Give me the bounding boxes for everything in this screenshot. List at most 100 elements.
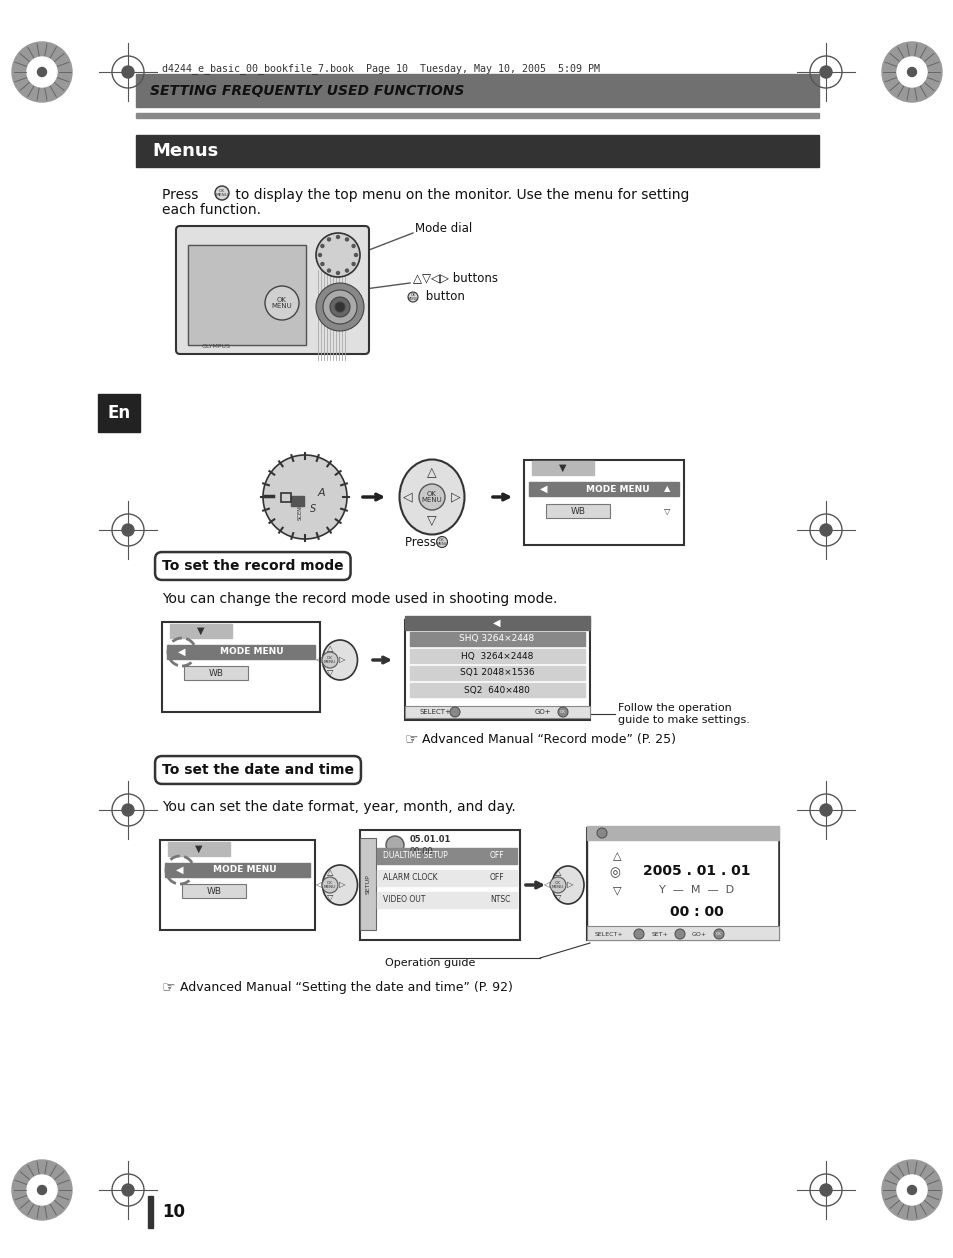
Text: Press: Press bbox=[162, 187, 203, 203]
Text: ◁: ◁ bbox=[314, 881, 321, 889]
Circle shape bbox=[820, 1184, 831, 1196]
Text: 00 : 00: 00 : 00 bbox=[669, 905, 723, 920]
Circle shape bbox=[675, 928, 684, 938]
Text: WB: WB bbox=[209, 668, 223, 678]
Text: d4244_e_basic_00_bookfile_7.book  Page 10  Tuesday, May 10, 2005  5:09 PM: d4244_e_basic_00_bookfile_7.book Page 10… bbox=[162, 64, 599, 74]
Text: OK
MENU: OK MENU bbox=[436, 537, 447, 546]
Circle shape bbox=[418, 484, 444, 509]
Text: OK
MENU: OK MENU bbox=[324, 655, 335, 664]
Text: Mode dial: Mode dial bbox=[415, 223, 472, 235]
Circle shape bbox=[320, 263, 324, 265]
Text: A: A bbox=[317, 488, 325, 498]
Text: VIDEO OUT: VIDEO OUT bbox=[382, 896, 425, 905]
Text: S: S bbox=[310, 504, 315, 515]
Circle shape bbox=[336, 235, 339, 239]
Text: ▼: ▼ bbox=[195, 844, 203, 854]
Bar bbox=[586, 828, 779, 940]
Text: To set the date and time: To set the date and time bbox=[162, 764, 354, 777]
Text: ▽: ▽ bbox=[663, 507, 670, 516]
Text: ▷: ▷ bbox=[338, 655, 345, 664]
Bar bbox=[586, 827, 779, 840]
Text: Advanced Manual “Record mode” (P. 25): Advanced Manual “Record mode” (P. 25) bbox=[421, 733, 676, 746]
Text: to display the top menu on the monitor. Use the menu for setting: to display the top menu on the monitor. … bbox=[231, 187, 689, 203]
Bar bbox=[586, 926, 779, 940]
Text: ▽: ▽ bbox=[327, 892, 333, 902]
Text: GO+: GO+ bbox=[535, 710, 551, 715]
Text: △: △ bbox=[554, 868, 560, 878]
Circle shape bbox=[122, 65, 133, 78]
Bar bbox=[148, 1196, 152, 1228]
Circle shape bbox=[634, 928, 643, 938]
Text: To set the record mode: To set the record mode bbox=[162, 559, 343, 572]
Bar bbox=[532, 460, 594, 476]
Text: GO+: GO+ bbox=[691, 931, 706, 936]
Text: Press: Press bbox=[405, 536, 439, 548]
Circle shape bbox=[327, 238, 330, 242]
Bar bbox=[184, 665, 248, 681]
Text: En: En bbox=[108, 404, 131, 421]
Text: ◁: ◁ bbox=[403, 491, 413, 503]
Circle shape bbox=[450, 707, 459, 717]
Circle shape bbox=[558, 707, 567, 717]
Text: 00:00: 00:00 bbox=[410, 847, 434, 855]
Circle shape bbox=[336, 272, 339, 274]
Circle shape bbox=[214, 186, 229, 200]
Circle shape bbox=[27, 1175, 57, 1205]
Circle shape bbox=[12, 42, 71, 102]
Text: MODE MENU: MODE MENU bbox=[585, 484, 649, 493]
Text: ☞: ☞ bbox=[162, 980, 175, 995]
Text: SCENE: SCENE bbox=[297, 502, 303, 520]
Bar bbox=[136, 74, 818, 107]
Circle shape bbox=[315, 283, 364, 331]
Circle shape bbox=[265, 286, 298, 320]
Circle shape bbox=[906, 1185, 916, 1195]
Circle shape bbox=[820, 65, 831, 78]
Circle shape bbox=[122, 525, 133, 536]
Text: 2005 . 01 . 01: 2005 . 01 . 01 bbox=[642, 864, 750, 878]
Text: Operation guide: Operation guide bbox=[384, 959, 475, 967]
Text: each function.: each function. bbox=[162, 203, 261, 216]
Circle shape bbox=[122, 1184, 133, 1196]
Text: ▷: ▷ bbox=[338, 881, 345, 889]
Text: OK
MENU: OK MENU bbox=[407, 293, 417, 302]
Circle shape bbox=[318, 254, 321, 257]
Text: Follow the operation: Follow the operation bbox=[618, 703, 731, 713]
Circle shape bbox=[12, 1160, 71, 1220]
Circle shape bbox=[345, 238, 348, 242]
FancyBboxPatch shape bbox=[175, 226, 369, 353]
Text: OK
MENU: OK MENU bbox=[272, 297, 292, 309]
Text: OFF: OFF bbox=[490, 852, 504, 860]
Text: SELECT+: SELECT+ bbox=[595, 931, 623, 936]
Bar bbox=[182, 884, 246, 898]
Circle shape bbox=[315, 233, 359, 277]
Circle shape bbox=[352, 244, 355, 248]
Text: button: button bbox=[421, 291, 464, 303]
Bar bbox=[410, 683, 584, 697]
Text: ▽: ▽ bbox=[427, 515, 436, 527]
Text: You can set the date format, year, month, and day.: You can set the date format, year, month… bbox=[162, 800, 516, 814]
Bar bbox=[281, 493, 291, 502]
Circle shape bbox=[335, 302, 345, 312]
Circle shape bbox=[27, 57, 57, 87]
Circle shape bbox=[906, 68, 916, 77]
Text: WB: WB bbox=[206, 887, 221, 896]
Circle shape bbox=[713, 928, 723, 938]
Bar bbox=[160, 840, 314, 930]
Text: ▷: ▷ bbox=[566, 881, 573, 889]
Text: SETUP: SETUP bbox=[365, 874, 370, 894]
Circle shape bbox=[436, 536, 447, 547]
Text: △▽◁▷ buttons: △▽◁▷ buttons bbox=[413, 272, 497, 284]
Text: ▼: ▼ bbox=[558, 463, 566, 473]
Bar bbox=[376, 892, 517, 908]
Bar bbox=[523, 460, 683, 545]
Bar bbox=[162, 621, 319, 712]
Ellipse shape bbox=[322, 640, 357, 681]
Text: MODE MENU: MODE MENU bbox=[213, 866, 276, 874]
Text: SET+: SET+ bbox=[651, 931, 668, 936]
Text: ◁: ◁ bbox=[314, 655, 321, 664]
Bar bbox=[188, 245, 306, 345]
Text: OLYMPUS: OLYMPUS bbox=[202, 345, 231, 350]
Text: Menus: Menus bbox=[152, 142, 218, 160]
Circle shape bbox=[352, 263, 355, 265]
Text: △: △ bbox=[612, 850, 620, 860]
